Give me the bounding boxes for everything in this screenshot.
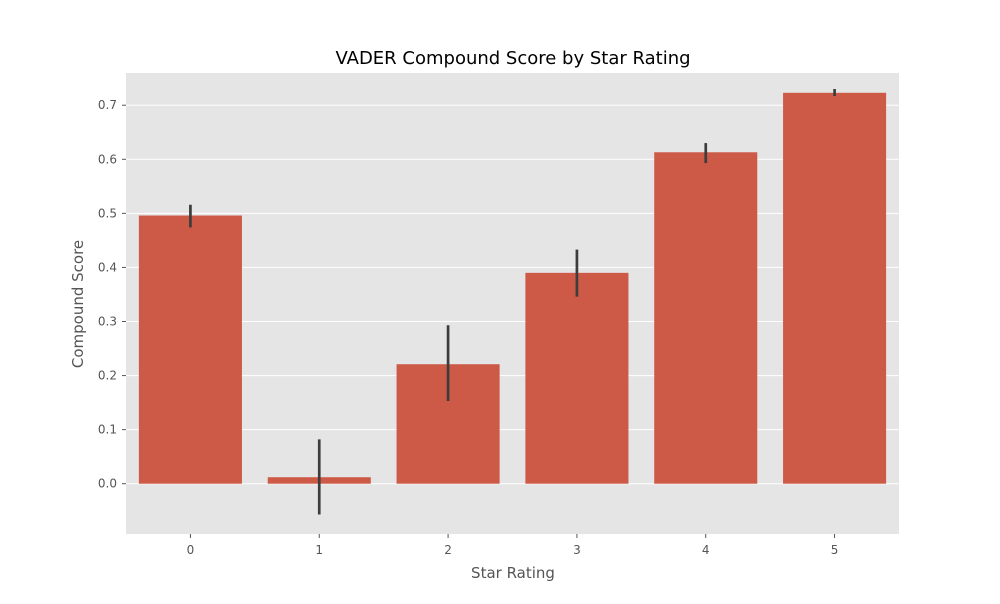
y-axis-label: Compound Score (69, 240, 87, 368)
x-tick-label-0: 0 (187, 543, 195, 557)
y-tick-label-0: 0.0 (98, 477, 117, 491)
y-tick-label-1: 0.1 (98, 423, 117, 437)
x-tick-label-4: 4 (702, 543, 710, 557)
x-axis-label: Star Rating (471, 564, 555, 582)
y-tick-label-3: 0.3 (98, 315, 117, 329)
grid-lines (126, 104, 899, 485)
y-tick-label-2: 0.2 (98, 369, 117, 383)
y-tick-label-4: 0.4 (98, 260, 117, 274)
error-bars (189, 89, 836, 515)
y-axis-ticks: 0.0 0.1 0.2 0.3 0.4 0.5 0.6 0.7 (98, 98, 126, 491)
y-tick-label-6: 0.6 (98, 152, 117, 166)
bars (138, 92, 887, 484)
y-tick-label-7: 0.7 (98, 98, 117, 112)
bar-5 (783, 92, 887, 484)
bar-0 (138, 215, 242, 484)
x-axis-ticks: 0 1 2 3 4 5 (187, 534, 839, 557)
y-tick-label-5: 0.5 (98, 206, 117, 220)
bar-4 (654, 152, 758, 484)
chart-title: VADER Compound Score by Star Rating (335, 48, 690, 69)
bar-3 (525, 272, 629, 484)
plot-area (126, 73, 899, 534)
x-tick-label-2: 2 (444, 543, 452, 557)
x-tick-label-5: 5 (831, 543, 839, 557)
x-tick-label-1: 1 (315, 543, 323, 557)
x-tick-label-3: 3 (573, 543, 581, 557)
